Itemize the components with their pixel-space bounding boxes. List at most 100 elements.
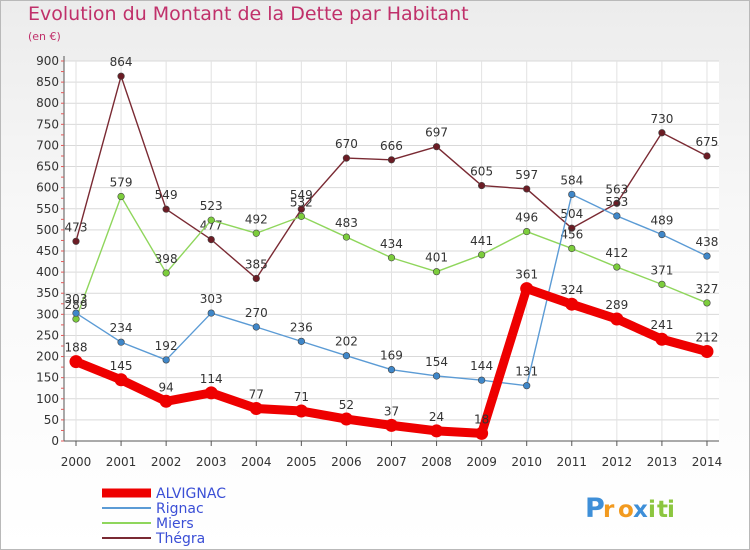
data-label: 492	[245, 212, 268, 226]
data-point	[655, 332, 669, 346]
data-point	[72, 309, 80, 317]
data-point	[252, 229, 260, 237]
data-label: 489	[650, 214, 673, 228]
data-label: 24	[429, 410, 444, 424]
data-label: 532	[290, 195, 313, 209]
brand-letter: i	[667, 497, 675, 523]
data-label: 864	[110, 55, 133, 69]
y-tick-label: 550	[36, 202, 59, 216]
data-label: 241	[650, 318, 673, 332]
y-tick-label: 100	[36, 392, 59, 406]
legend-label: Miers	[156, 516, 194, 532]
data-label: 549	[155, 188, 178, 202]
data-label: 549	[290, 188, 313, 202]
x-tick-label: 2009	[466, 455, 497, 469]
y-tick-label: 250	[36, 328, 59, 342]
data-point	[520, 282, 534, 296]
data-label: 412	[605, 246, 628, 260]
data-point	[478, 181, 486, 190]
data-point	[432, 268, 441, 276]
data-point	[613, 199, 621, 207]
y-tick-label: 800	[36, 96, 59, 110]
data-point	[162, 269, 170, 277]
data-point	[252, 323, 260, 331]
data-label: 584	[560, 173, 583, 187]
data-label: 438	[696, 235, 719, 249]
x-tick-label: 2006	[331, 455, 362, 469]
data-label: 303	[200, 292, 223, 306]
data-point	[523, 185, 531, 193]
data-point	[249, 401, 263, 415]
data-point	[478, 376, 486, 384]
data-label: 324	[560, 283, 583, 297]
data-label: 523	[200, 199, 223, 213]
data-point	[342, 154, 351, 162]
y-tick-label: 450	[36, 244, 59, 258]
data-label: 398	[155, 252, 178, 266]
x-tick-label: 2011	[556, 455, 587, 469]
data-point	[297, 212, 305, 220]
legend-label: Thégra	[155, 531, 205, 547]
data-label: 473	[65, 220, 88, 234]
data-point	[700, 344, 714, 358]
data-label: 434	[380, 237, 403, 251]
data-label: 697	[425, 126, 448, 140]
data-label: 483	[335, 216, 358, 230]
data-point	[658, 129, 666, 137]
data-point	[114, 373, 128, 387]
y-tick-label: 500	[36, 223, 59, 237]
y-tick-label: 150	[36, 371, 59, 385]
data-label: 77	[249, 387, 264, 401]
data-label: 605	[470, 165, 493, 179]
data-point	[658, 280, 666, 288]
data-label: 371	[650, 263, 673, 277]
brand-letter: i	[648, 497, 656, 523]
data-point	[384, 418, 398, 432]
data-point	[69, 355, 83, 369]
data-label: 270	[245, 306, 268, 320]
data-label: 597	[515, 168, 538, 182]
legend-label: Rignac	[156, 501, 204, 517]
data-label: 456	[560, 227, 583, 241]
data-point	[475, 426, 489, 440]
data-label: 71	[294, 390, 309, 404]
data-point	[162, 356, 170, 364]
data-point	[658, 230, 666, 239]
x-tick-label: 2003	[196, 455, 227, 469]
data-point	[523, 382, 531, 390]
data-label: 563	[605, 182, 628, 196]
data-point	[565, 297, 579, 311]
data-label: 504	[560, 207, 583, 221]
y-tick-label: 300	[36, 307, 59, 321]
data-point	[568, 224, 576, 232]
x-tick-label: 2002	[151, 455, 182, 469]
data-point	[72, 237, 80, 245]
data-label: 52	[339, 398, 354, 412]
data-label: 401	[425, 251, 448, 265]
data-point	[478, 251, 486, 259]
x-tick-label: 2000	[61, 455, 92, 469]
data-point	[159, 394, 173, 408]
data-point	[432, 143, 441, 151]
data-point	[568, 190, 576, 199]
data-label: 18	[474, 412, 489, 426]
brand-letter: t	[657, 497, 668, 523]
data-point	[297, 205, 305, 213]
data-label: 579	[110, 176, 133, 190]
data-point	[703, 252, 711, 260]
brand-letter: o	[618, 497, 634, 523]
y-tick-label: 850	[36, 75, 59, 89]
data-label: 94	[158, 380, 173, 394]
x-tick-label: 2005	[286, 455, 317, 469]
y-tick-label: 50	[44, 413, 59, 427]
data-label: 666	[380, 139, 403, 153]
y-tick-label: 200	[36, 350, 59, 364]
data-point	[339, 412, 353, 426]
data-label: 675	[696, 135, 719, 149]
data-point	[117, 338, 125, 346]
data-point	[207, 216, 215, 224]
x-tick-label: 2004	[241, 455, 272, 469]
data-label: 236	[290, 320, 313, 334]
data-label: 188	[65, 341, 88, 355]
